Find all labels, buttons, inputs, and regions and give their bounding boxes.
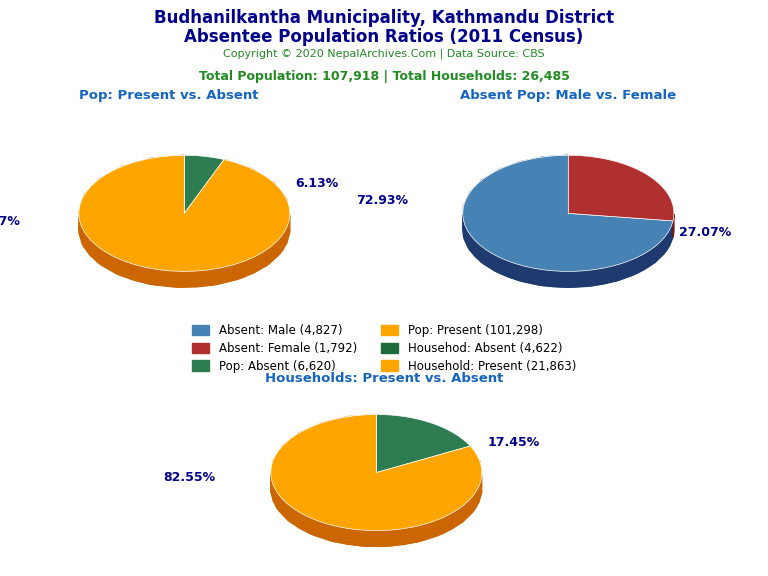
Polygon shape [463,156,673,271]
Text: 17.45%: 17.45% [487,437,539,449]
Polygon shape [79,156,290,271]
Text: 6.13%: 6.13% [295,177,339,190]
Text: Pop: Present vs. Absent: Pop: Present vs. Absent [79,89,259,103]
Polygon shape [271,475,482,546]
Text: Budhanilkantha Municipality, Kathmandu District: Budhanilkantha Municipality, Kathmandu D… [154,9,614,26]
Polygon shape [463,156,673,287]
Polygon shape [184,156,224,213]
Legend: Absent: Male (4,827), Absent: Female (1,792), Pop: Absent (6,620), Pop: Present : Absent: Male (4,827), Absent: Female (1,… [188,321,580,376]
Polygon shape [271,415,482,530]
Polygon shape [568,156,674,221]
Text: Absent Pop: Male vs. Female: Absent Pop: Male vs. Female [460,89,677,103]
Text: Households: Present vs. Absent: Households: Present vs. Absent [265,372,503,385]
Polygon shape [568,156,674,221]
Polygon shape [673,214,674,237]
Polygon shape [271,415,482,530]
Polygon shape [463,156,673,271]
Polygon shape [79,215,290,287]
Text: 93.87%: 93.87% [0,215,21,228]
Text: 82.55%: 82.55% [164,471,216,484]
Text: Absentee Population Ratios (2011 Census): Absentee Population Ratios (2011 Census) [184,28,584,46]
Polygon shape [79,156,290,287]
Polygon shape [463,214,673,287]
Polygon shape [376,415,470,472]
Text: 27.07%: 27.07% [679,226,731,239]
Polygon shape [271,415,482,546]
Text: 72.93%: 72.93% [356,194,408,207]
Text: Copyright © 2020 NepalArchives.Com | Data Source: CBS: Copyright © 2020 NepalArchives.Com | Dat… [223,49,545,59]
Text: Total Population: 107,918 | Total Households: 26,485: Total Population: 107,918 | Total Househ… [199,70,569,84]
Polygon shape [79,156,290,271]
